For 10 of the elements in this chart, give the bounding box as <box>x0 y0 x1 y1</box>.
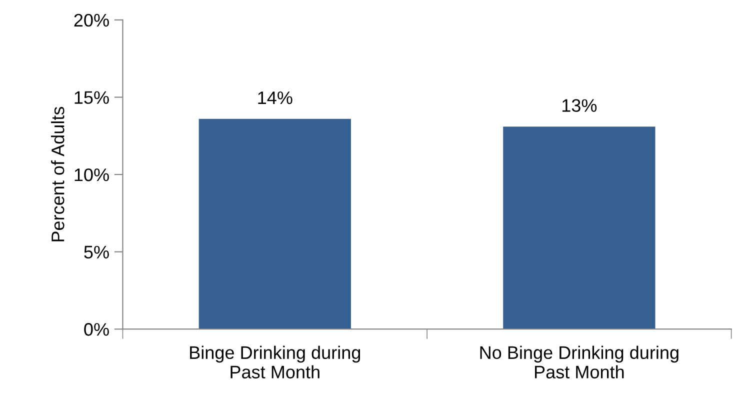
data-label: 14% <box>258 91 292 104</box>
y-tick-label: 10% <box>74 168 109 182</box>
y-axis-title: Percent of Adults <box>51 106 64 242</box>
data-label: 13% <box>562 99 597 112</box>
x-tick-label: No Binge Drinking during Past Month <box>480 346 678 378</box>
x-tick-label: Binge Drinking during Past Month <box>190 346 360 378</box>
y-tick-label: 15% <box>74 91 109 104</box>
y-tick-label: 0% <box>84 323 109 336</box>
y-tick-label: 5% <box>84 246 109 259</box>
y-tick-label: 20% <box>74 14 109 27</box>
